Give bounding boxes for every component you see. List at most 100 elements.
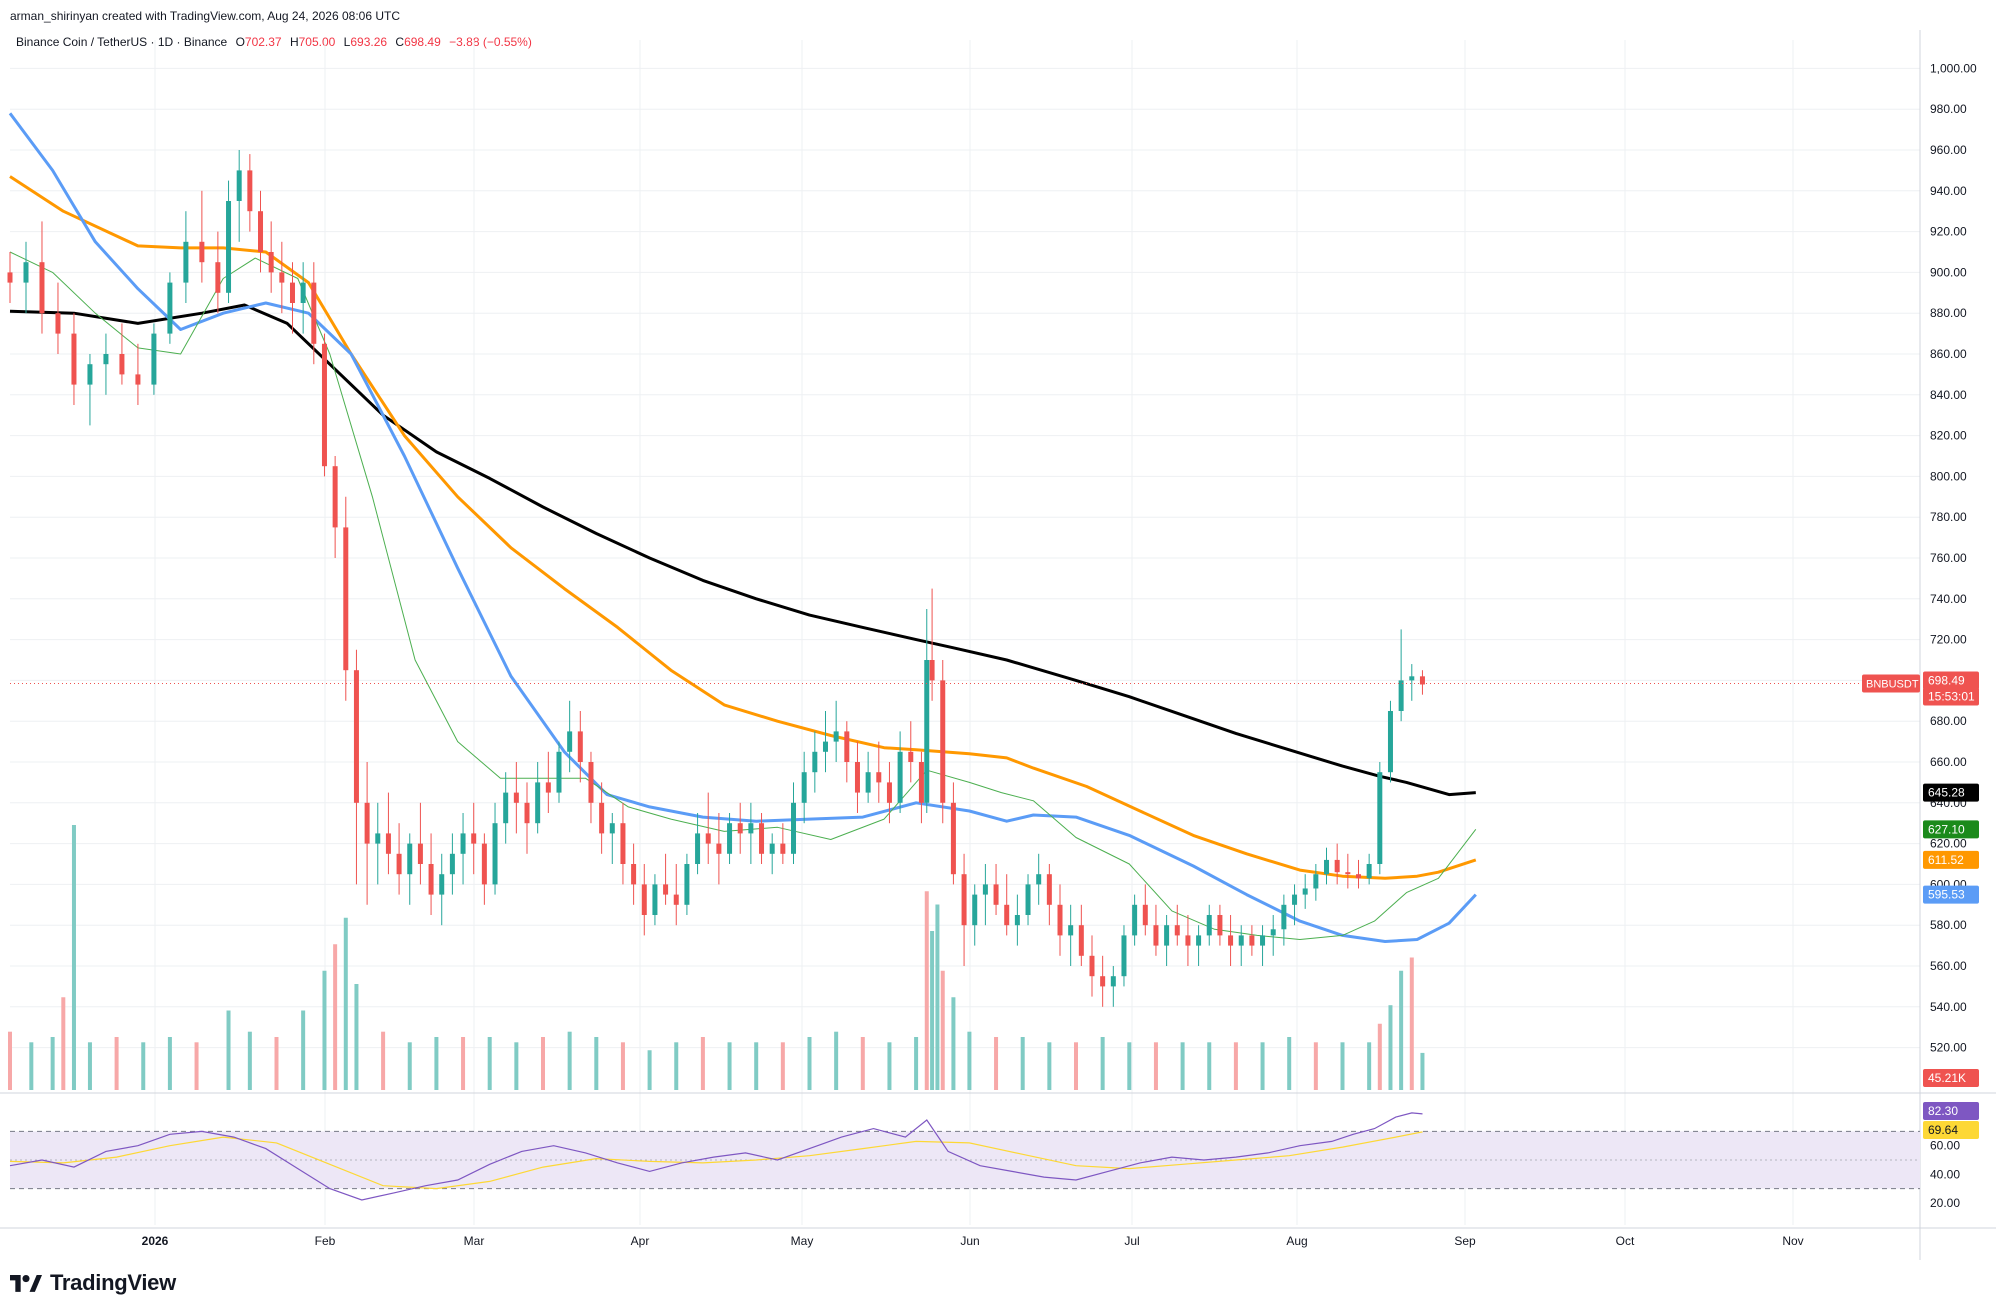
rsi-line <box>9 1112 1423 1201</box>
candle <box>226 180 232 303</box>
volume-bar <box>887 1042 892 1090</box>
candle <box>535 762 541 834</box>
volume-bar <box>87 1042 92 1090</box>
candle-body <box>727 823 733 854</box>
candle <box>684 853 690 915</box>
candle <box>812 731 818 793</box>
candle-body <box>1409 676 1415 681</box>
candle-body <box>236 170 242 201</box>
close-label: C <box>395 35 405 49</box>
candle-body <box>556 751 562 793</box>
candle <box>524 782 530 854</box>
volume-bar <box>1047 1042 1052 1090</box>
candle <box>854 741 860 813</box>
volume-bar <box>754 1042 759 1090</box>
open-value: 702.37 <box>244 35 282 49</box>
volume-bar <box>167 1037 172 1090</box>
candle <box>1046 864 1052 926</box>
candle-body <box>1164 925 1170 946</box>
candle <box>833 700 839 762</box>
volume-bar <box>780 1042 785 1090</box>
candle <box>908 721 914 783</box>
candle <box>1387 700 1393 783</box>
volume-bar <box>1420 1052 1425 1090</box>
candle <box>972 884 978 946</box>
tradingview-logo-text: TradingView <box>50 1270 176 1295</box>
time-tick-label: Apr <box>631 1234 650 1248</box>
candle-body <box>652 884 658 915</box>
candle <box>23 241 29 314</box>
candle <box>1270 915 1276 956</box>
time-tick-label: May <box>791 1234 814 1248</box>
candle-body <box>620 823 626 864</box>
candle <box>588 751 594 824</box>
candle <box>321 333 327 477</box>
candle-body <box>535 782 541 824</box>
candle <box>39 221 45 334</box>
candle <box>1238 925 1244 966</box>
volume-bar <box>1367 1042 1372 1090</box>
candle <box>1409 664 1415 701</box>
time-tick-label: Oct <box>1616 1234 1635 1248</box>
volume-bar <box>50 1037 55 1090</box>
candle-body <box>897 751 903 803</box>
rsi-tick-label: 40.00 <box>1930 1167 1960 1181</box>
candle-body <box>1078 925 1084 956</box>
volume-bar <box>1313 1042 1318 1090</box>
volume-bar <box>407 1042 412 1090</box>
symbol-title: Binance Coin / TetherUS · 1D · Binance <box>16 35 228 49</box>
candle <box>1366 853 1372 885</box>
price-tick-label: 920.00 <box>1930 225 1967 239</box>
candle-body <box>1387 711 1393 773</box>
volume-bar <box>1287 1037 1292 1090</box>
candle-body <box>289 282 295 303</box>
candle <box>961 853 967 966</box>
candle <box>119 323 125 385</box>
candle <box>1025 874 1031 926</box>
candle <box>492 802 498 895</box>
candle <box>748 802 754 864</box>
candle-body <box>631 864 637 885</box>
price-tick-label: 580.00 <box>1930 918 1967 932</box>
candle <box>103 333 109 395</box>
volume-bar <box>1340 1042 1345 1090</box>
volume-bar <box>647 1050 652 1090</box>
close-value: 698.49 <box>404 35 441 49</box>
candle <box>135 343 141 405</box>
price-tick-label: 720.00 <box>1930 633 1967 647</box>
candle <box>1089 935 1095 997</box>
volume-bar <box>541 1037 545 1090</box>
candle-body <box>492 823 498 885</box>
candle <box>1185 915 1191 966</box>
candle <box>167 272 173 344</box>
volume-bar <box>1260 1042 1265 1090</box>
candle <box>1004 874 1010 936</box>
price-tick-label: 660.00 <box>1930 755 1967 769</box>
tradingview-logo[interactable]: TradingView <box>10 1270 176 1296</box>
candle <box>545 751 551 813</box>
volume-bar <box>1233 1042 1238 1090</box>
volume-bar <box>301 1010 306 1090</box>
candle-body <box>886 782 892 803</box>
candle <box>1302 874 1308 909</box>
candle-body <box>23 262 29 283</box>
candle <box>924 609 930 813</box>
candle <box>1078 904 1084 966</box>
candles <box>7 150 1425 1007</box>
candle-body <box>119 354 125 375</box>
candle-body <box>663 884 669 895</box>
price-tick-label: 560.00 <box>1930 959 1967 973</box>
candle <box>1292 884 1298 926</box>
candle <box>1174 904 1180 946</box>
candle-body <box>1260 935 1266 946</box>
time-axis: 2026 Feb Mar Apr May Jun Jul Aug Sep Oct Nov <box>142 1234 1804 1248</box>
candle-body <box>428 864 434 895</box>
rsi-ma-badge: 69.64 <box>1923 1121 1979 1139</box>
price-tick-label: 520.00 <box>1930 1041 1967 1055</box>
candle <box>1345 853 1351 889</box>
candle-body <box>545 782 551 793</box>
candle <box>567 700 573 773</box>
candle-body <box>183 241 189 283</box>
candle-body <box>1046 874 1052 905</box>
